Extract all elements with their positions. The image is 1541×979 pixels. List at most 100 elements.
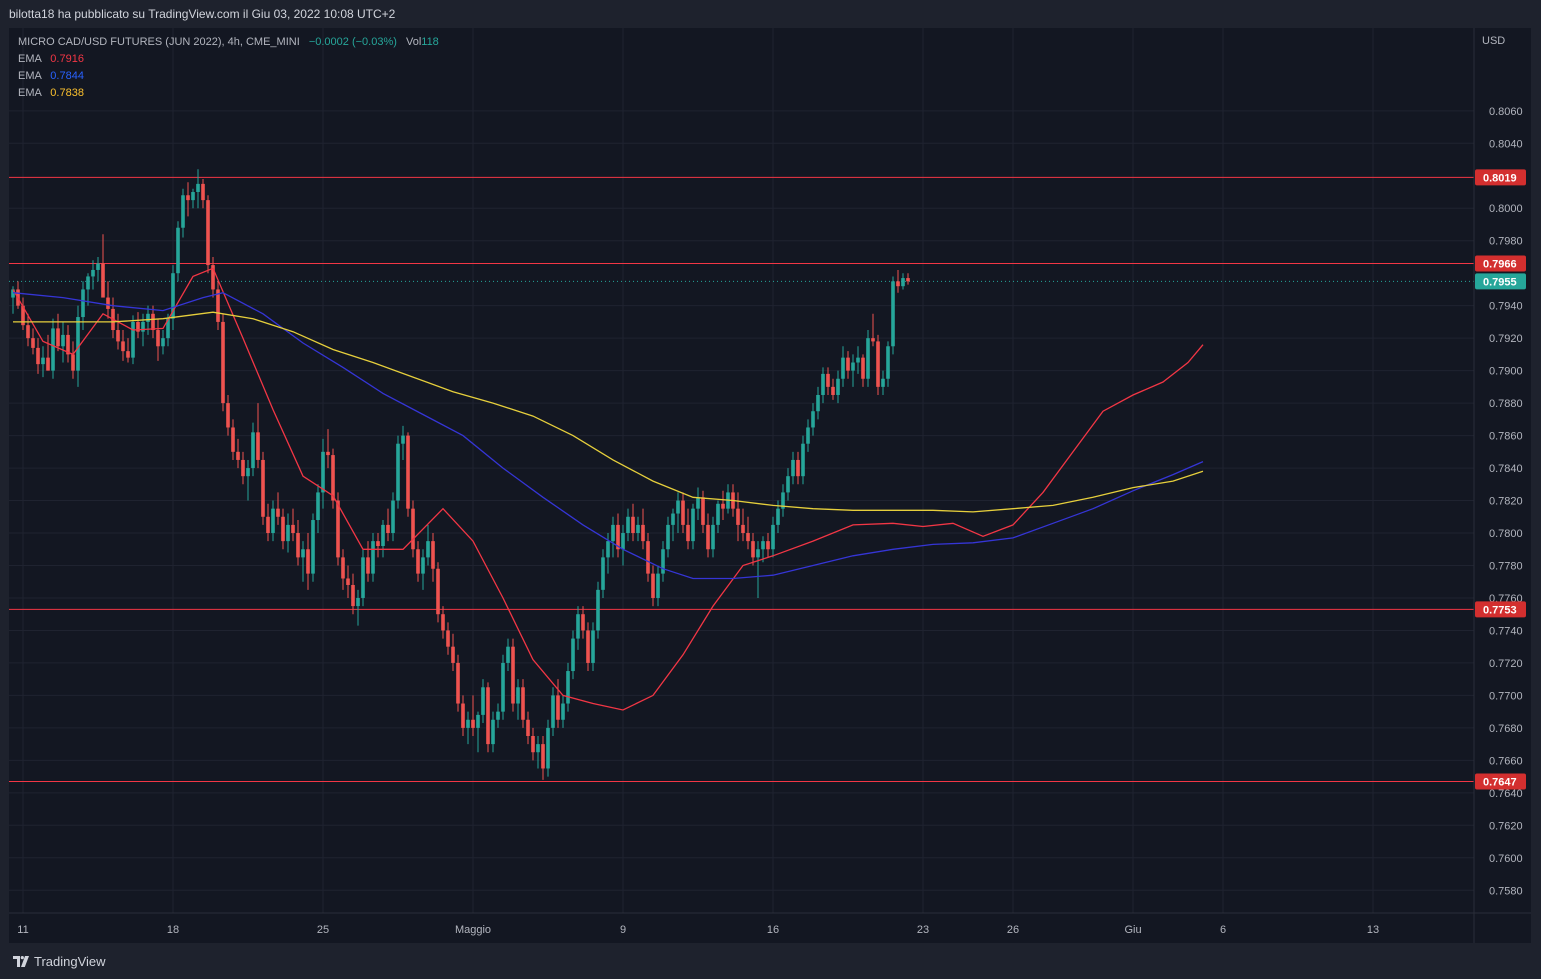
candle (886, 341, 890, 387)
price-tick-label: 0.7580 (1489, 885, 1523, 897)
candle-body (711, 524, 715, 550)
candle (846, 351, 850, 379)
candle-body (196, 183, 200, 193)
candle (751, 533, 755, 566)
price-chart[interactable]: USD 0.8060 0.8040 0.8000 0.7980 0.7940 0.7920 0… (9, 28, 1531, 943)
candle-body (91, 269, 95, 277)
candle-body (646, 541, 650, 574)
candle-body (421, 557, 425, 574)
candle-body (311, 520, 315, 574)
candle-body (461, 703, 465, 728)
price-tick-label: 0.7940 (1489, 301, 1523, 313)
candle (86, 273, 90, 306)
candle (231, 419, 235, 460)
candle-body (561, 703, 565, 720)
candle (436, 562, 440, 623)
candle (331, 448, 335, 509)
candle-body (236, 451, 240, 460)
candle-body (251, 432, 255, 469)
candle-body (66, 334, 70, 355)
symbol-legend-row: MICRO CAD/USD FUTURES (JUN 2022), 4h, CM… (18, 34, 439, 51)
candle (176, 221, 180, 282)
candle (476, 711, 480, 753)
candle-body (301, 549, 305, 558)
candle-body (351, 584, 355, 607)
candle-body (641, 524, 645, 542)
candle (151, 305, 155, 339)
candle (601, 549, 605, 598)
candle (26, 313, 30, 347)
candle-body (361, 557, 365, 598)
level-price-label: 0.8019 (1483, 172, 1517, 184)
ema-legend-row[interactable]: EMA 0.7916 (18, 51, 439, 68)
candle (586, 622, 590, 672)
candle-body (696, 497, 700, 509)
candle-body (56, 328, 60, 347)
candle (561, 695, 565, 728)
candle (286, 513, 290, 553)
time-tick-label: 11 (17, 924, 28, 936)
candle (691, 503, 695, 550)
candle-body (826, 373, 830, 387)
candle (726, 484, 730, 514)
candle-body (781, 492, 785, 509)
candle (836, 370, 840, 404)
candle-body (586, 630, 590, 663)
symbol-title[interactable]: MICRO CAD/USD FUTURES (JUN 2022), 4h, CM… (18, 36, 300, 48)
ema-legend-row[interactable]: EMA 0.7844 (18, 68, 439, 85)
candle-body (316, 492, 320, 521)
last-price-box (1475, 273, 1526, 290)
candle (546, 719, 550, 777)
tradingview-logo[interactable]: TradingView (13, 954, 106, 969)
candle (161, 330, 165, 355)
candle (396, 435, 400, 509)
candle-body (636, 524, 640, 534)
candle-body (81, 289, 85, 318)
price-change: −0.0002 (−0.03%) (308, 36, 397, 48)
price-tick-label: 0.8040 (1489, 138, 1523, 150)
candle-body (501, 662, 505, 712)
currency-label: USD (1482, 35, 1505, 47)
candle-body (436, 568, 440, 615)
volume-label: Vol (405, 36, 422, 48)
chart-panel[interactable]: USD 0.8060 0.8040 0.8000 0.7980 0.7940 0.7920 0… (9, 28, 1531, 943)
candle-body (441, 614, 445, 631)
candle (366, 541, 370, 582)
candle-body (551, 695, 555, 728)
price-scale[interactable]: USD 0.8060 0.8040 0.8000 0.7980 0.7940 0.7920 0… (1473, 28, 1531, 943)
price-tick-label: 0.7780 (1489, 560, 1523, 572)
time-tick-label: 13 (1367, 924, 1379, 936)
candle-body (746, 533, 750, 542)
candle-body (721, 503, 725, 509)
ema-legend-row[interactable]: EMA 0.7838 (18, 85, 439, 102)
price-tick-label: 0.7600 (1489, 853, 1523, 865)
candle (291, 508, 295, 542)
candle (196, 169, 200, 209)
time-tick-label: Giu (1124, 924, 1141, 936)
time-tick-label: 6 (1220, 924, 1226, 936)
candle-body (751, 541, 755, 558)
candle (516, 679, 520, 720)
candle-body (691, 508, 695, 542)
candle-body (771, 524, 775, 550)
attribution-text: bilotta18 ha pubblicato su TradingView.c… (9, 7, 396, 21)
time-scale[interactable]: 11 18 25 Maggio 9 16 23 26 Giu 6 13 (9, 912, 1531, 936)
candle (491, 711, 495, 753)
candle-body (581, 614, 585, 631)
candle (686, 508, 690, 550)
time-tick-label: 9 (620, 924, 626, 936)
candle (701, 490, 705, 534)
level-price-box (1475, 255, 1526, 272)
price-tick-label: 0.7660 (1489, 755, 1523, 767)
candle-body (886, 346, 890, 379)
candle (356, 589, 360, 626)
candle (636, 516, 640, 542)
candle-body (426, 541, 430, 558)
candle (811, 403, 815, 436)
candle-body (191, 192, 195, 201)
candle-body (151, 313, 155, 331)
candle (571, 630, 575, 680)
candle-body (566, 671, 570, 704)
candle (881, 370, 885, 395)
candle (466, 711, 470, 745)
